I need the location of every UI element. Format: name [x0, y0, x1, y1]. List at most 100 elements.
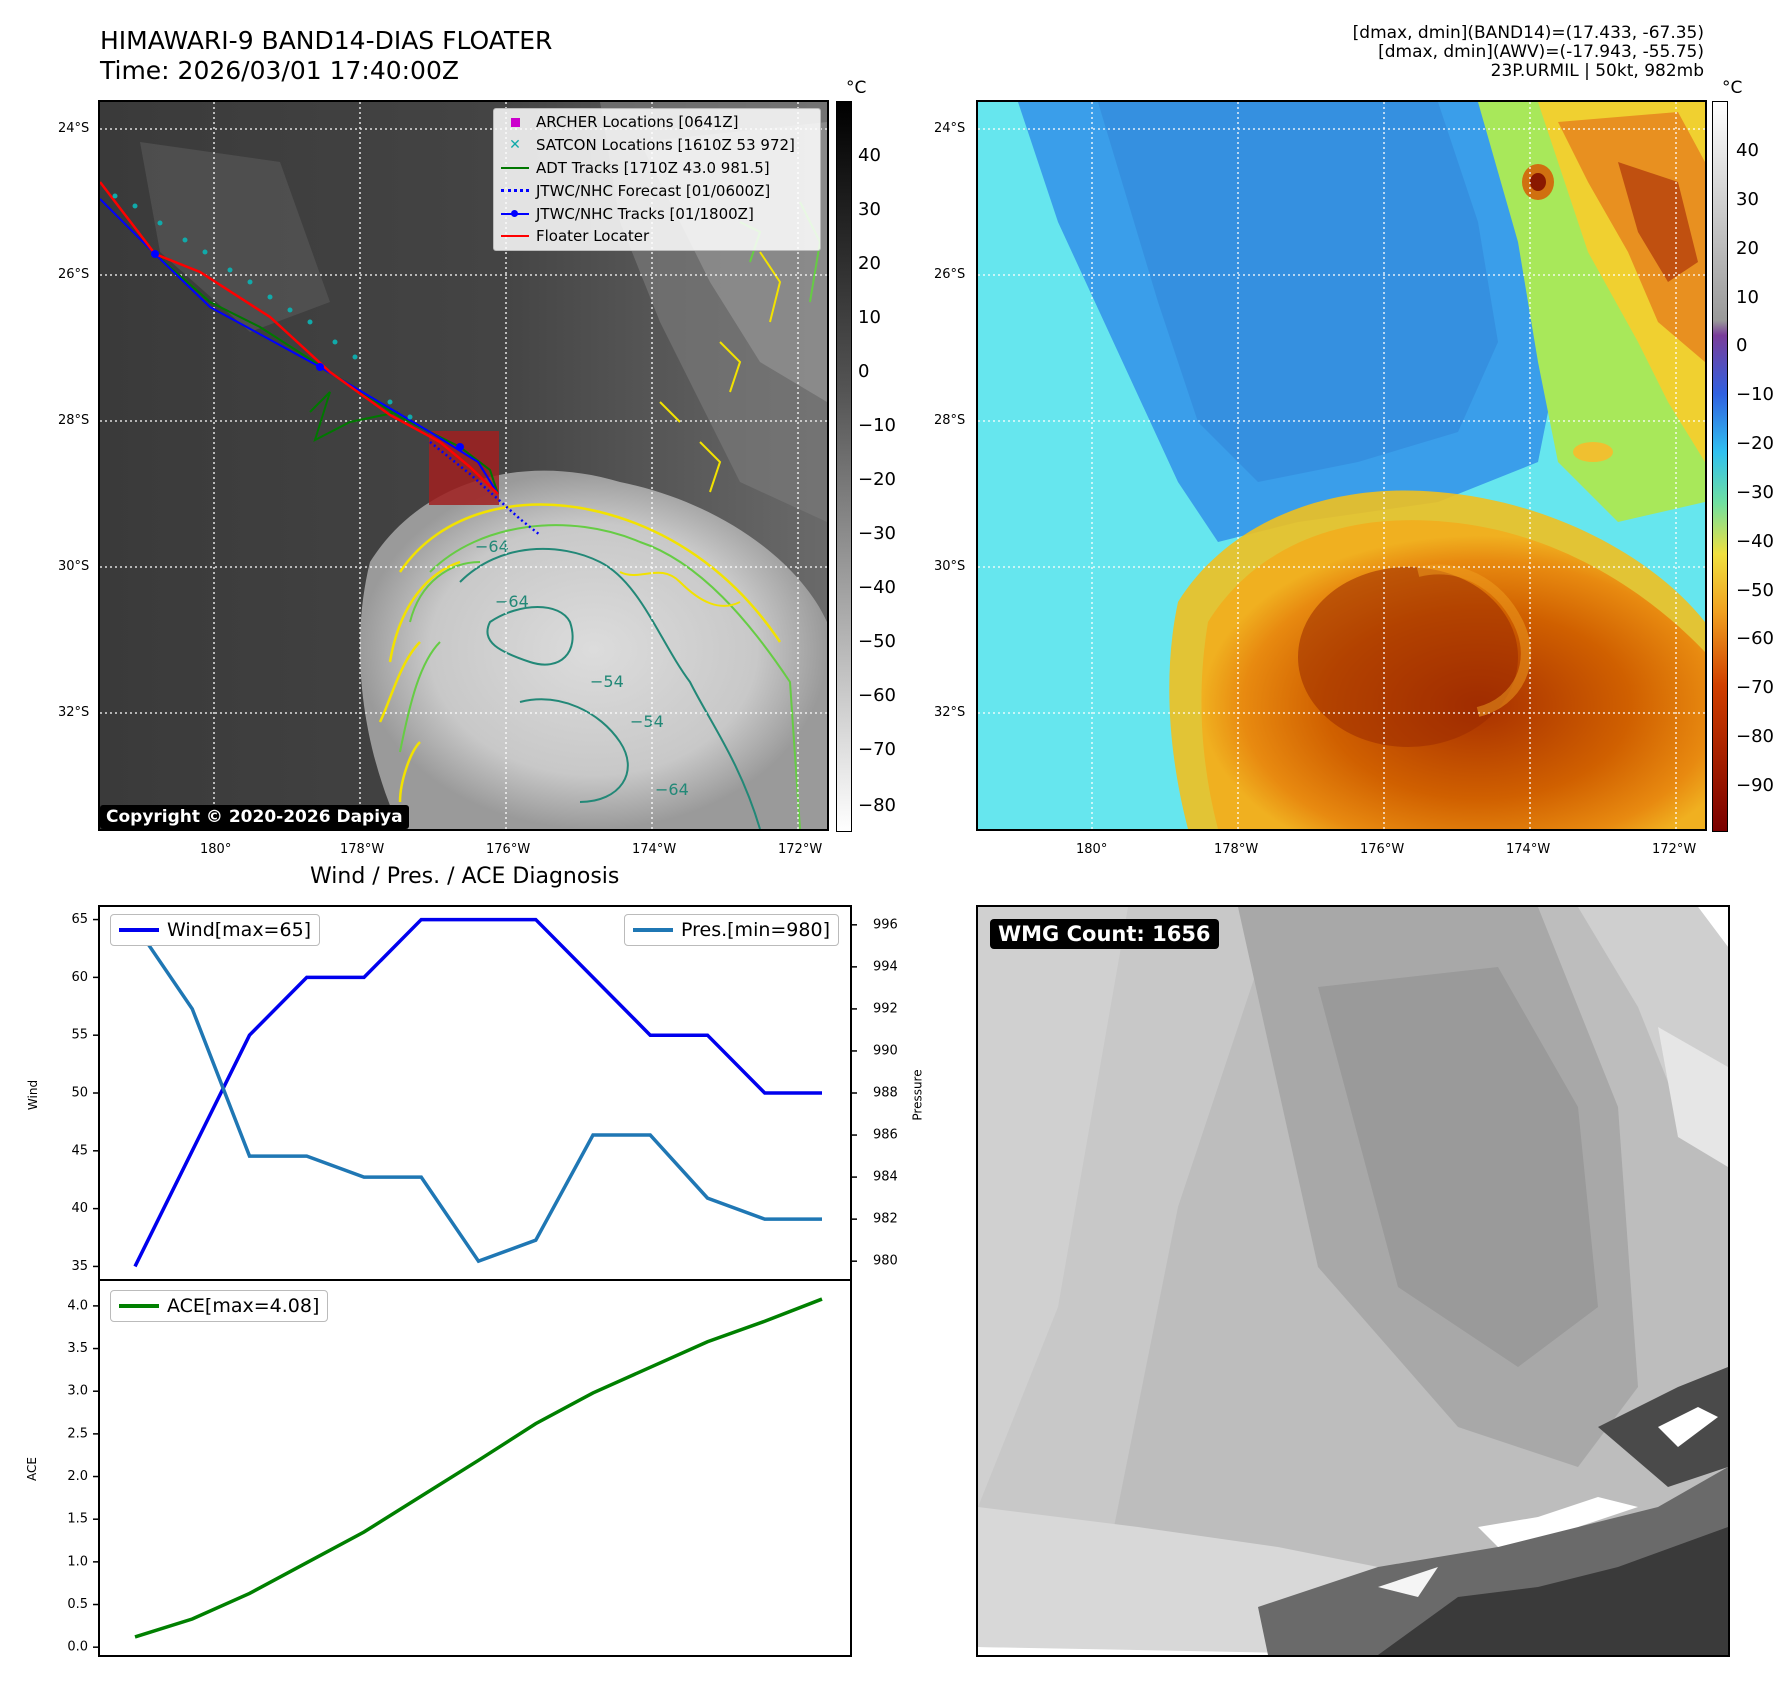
map-legend: ARCHER Locations [0641Z] ✕ SATCON Locati… [493, 108, 821, 251]
ir-map-panel: −64 −64 −64 −54 −54 [98, 100, 829, 831]
pressure-y-tick-label: 990 [873, 1043, 898, 1058]
legend-item-jtwc-forecast: JTWC/NHC Forecast [01/0600Z] [494, 179, 820, 202]
ir-colorbar-tick: 40 [858, 145, 881, 166]
title-line-1: HIMAWARI-9 BAND14-DIAS FLOATER [100, 26, 553, 55]
ace-axes: 0.0 0.5 1.0 1.5 2.0 2.5 3.0 3.5 4.0 [67, 1279, 852, 1657]
color-lon-label: 172°W [1652, 842, 1697, 857]
jtwc-forecast-line [429, 441, 541, 536]
figure-title: HIMAWARI-9 BAND14-DIAS FLOATER Time: 202… [100, 26, 552, 86]
ace-y-tick-label: 1.5 [67, 1512, 88, 1527]
pressure-y-tick-label: 988 [873, 1086, 898, 1101]
color-colorbar-tick: −80 [1736, 726, 1774, 747]
ir-lon-label: 172°W [778, 842, 823, 857]
wind-y-tick-label: 45 [71, 1143, 88, 1158]
pressure-y-tick-label: 982 [873, 1212, 898, 1227]
color-colorbar-tick: −20 [1736, 433, 1774, 454]
color-lat-label: 32°S [934, 705, 966, 720]
pressure-y-tick-label: 996 [873, 917, 898, 932]
legend-item-satcon: ✕ SATCON Locations [1610Z 53 972] [509, 136, 795, 155]
floater-locater-line [100, 181, 499, 495]
ir-lat-label: 28°S [58, 413, 90, 428]
wind-y-tick-label: 35 [71, 1259, 88, 1274]
color-lon-label: 178°W [1214, 842, 1259, 857]
color-colorbar-tick: −40 [1736, 531, 1774, 552]
ir-colorbar-tick: −70 [858, 739, 896, 760]
legend-item-adt: ADT Tracks [1710Z 43.0 981.5] [494, 157, 820, 180]
color-gridlines [978, 102, 1705, 829]
info-line-2: [dmax, dmin](AWV)=(-17.943, -55.75) [1378, 42, 1704, 62]
ace-series-line [134, 1297, 823, 1639]
wmg-count-badge: WMG Count: 1656 [990, 919, 1219, 949]
copyright-badge: Copyright © 2020-2026 Dapiya [100, 805, 409, 829]
storm-info: [dmax, dmin](BAND14)=(17.433, -67.35) [d… [1353, 24, 1704, 81]
color-colorbar-tick: −60 [1736, 628, 1774, 649]
ace-ylabel: ACE [24, 1457, 39, 1481]
ace-y-tick-label: 2.5 [67, 1426, 88, 1441]
color-colorbar [1712, 101, 1728, 832]
color-lon-label: 174°W [1506, 842, 1551, 857]
contour-label: −64 [655, 780, 689, 799]
pressure-y-tick-label: 992 [873, 1001, 898, 1016]
color-colorbar-tick: 40 [1736, 140, 1759, 161]
ir-colorbar-tick: −10 [858, 415, 896, 436]
ace-y-tick-label: 0.0 [67, 1640, 88, 1655]
color-colorbar-unit: °C [1722, 78, 1743, 98]
ir-colorbar-tick: 30 [858, 199, 881, 220]
diagnosis-title: Wind / Pres. / ACE Diagnosis [310, 864, 620, 889]
ir-colorbar-unit: °C [846, 78, 867, 98]
jtwc-track-points [151, 250, 464, 451]
color-colorbar-tick: 0 [1736, 335, 1748, 356]
adt-track-branch [309, 391, 399, 442]
ace-y-tick-label: 0.5 [67, 1597, 88, 1612]
ace-y-tick-label: 1.0 [67, 1554, 88, 1569]
wind-ylabel: Wind [26, 1079, 41, 1111]
contour-label: −54 [630, 712, 664, 731]
ir-lon-label: 174°W [632, 842, 677, 857]
ir-colorbar-tick: 10 [858, 307, 881, 328]
color-lat-label: 30°S [934, 559, 966, 574]
contour-label: −54 [590, 672, 624, 691]
wind-plot-frame [98, 905, 852, 1281]
color-lon-label: 180° [1076, 842, 1108, 857]
color-colorbar-tick: −50 [1736, 580, 1774, 601]
ace-y-tick-label: 4.0 [67, 1298, 88, 1313]
wmg-panel: WMG Count: 1656 [976, 905, 1730, 1657]
wind-y-tick-label: 60 [71, 970, 88, 985]
legend-item-archer: ARCHER Locations [0641Z] [494, 111, 820, 134]
wind-legend: Wind[max=65] [110, 914, 321, 946]
pressure-y-tick-label: 994 [873, 959, 898, 974]
info-line-3: 23P.URMIL | 50kt, 982mb [1490, 61, 1704, 81]
ir-colorbar-tick: −30 [858, 523, 896, 544]
ir-lon-label: 178°W [340, 842, 385, 857]
legend-item-floater: Floater Locater [494, 225, 820, 248]
wind-y-tick-label: 40 [71, 1201, 88, 1216]
ir-colorbar-tick: −40 [858, 577, 896, 598]
color-colorbar-tick: 30 [1736, 189, 1759, 210]
wmg-image [978, 907, 1728, 1655]
ace-y-tick-label: 3.0 [67, 1384, 88, 1399]
pressure-y-tick-label: 986 [873, 1128, 898, 1143]
info-line-1: [dmax, dmin](BAND14)=(17.433, -67.35) [1352, 23, 1704, 43]
color-lat-label: 28°S [934, 413, 966, 428]
color-map-image [978, 102, 1705, 829]
ir-lat-label: 26°S [58, 267, 90, 282]
color-map-panel [976, 100, 1707, 831]
contour-label: −64 [475, 537, 509, 556]
ir-lat-label: 30°S [58, 559, 90, 574]
ir-colorbar-tick: 0 [858, 361, 870, 382]
pressure-y-tick-label: 980 [873, 1254, 898, 1269]
ir-colorbar-tick: −80 [858, 795, 896, 816]
color-colorbar-tick: 20 [1736, 238, 1759, 259]
contour-label: −64 [495, 592, 529, 611]
legend-item-jtwc-tracks: JTWC/NHC Tracks [01/1800Z] [494, 202, 820, 225]
title-line-2: Time: 2026/03/01 17:40:00Z [100, 56, 459, 85]
color-lat-label: 24°S [934, 121, 966, 136]
ace-legend: ACE[max=4.08] [110, 1290, 329, 1322]
wind-y-tick-label: 65 [71, 912, 88, 927]
color-colorbar-tick: −70 [1736, 677, 1774, 698]
pressure-y-ticks: 980 982 984 986 988 990 992 994 996 [851, 917, 898, 1269]
color-colorbar-tick: −90 [1736, 775, 1774, 796]
ir-lon-label: 176°W [486, 842, 531, 857]
